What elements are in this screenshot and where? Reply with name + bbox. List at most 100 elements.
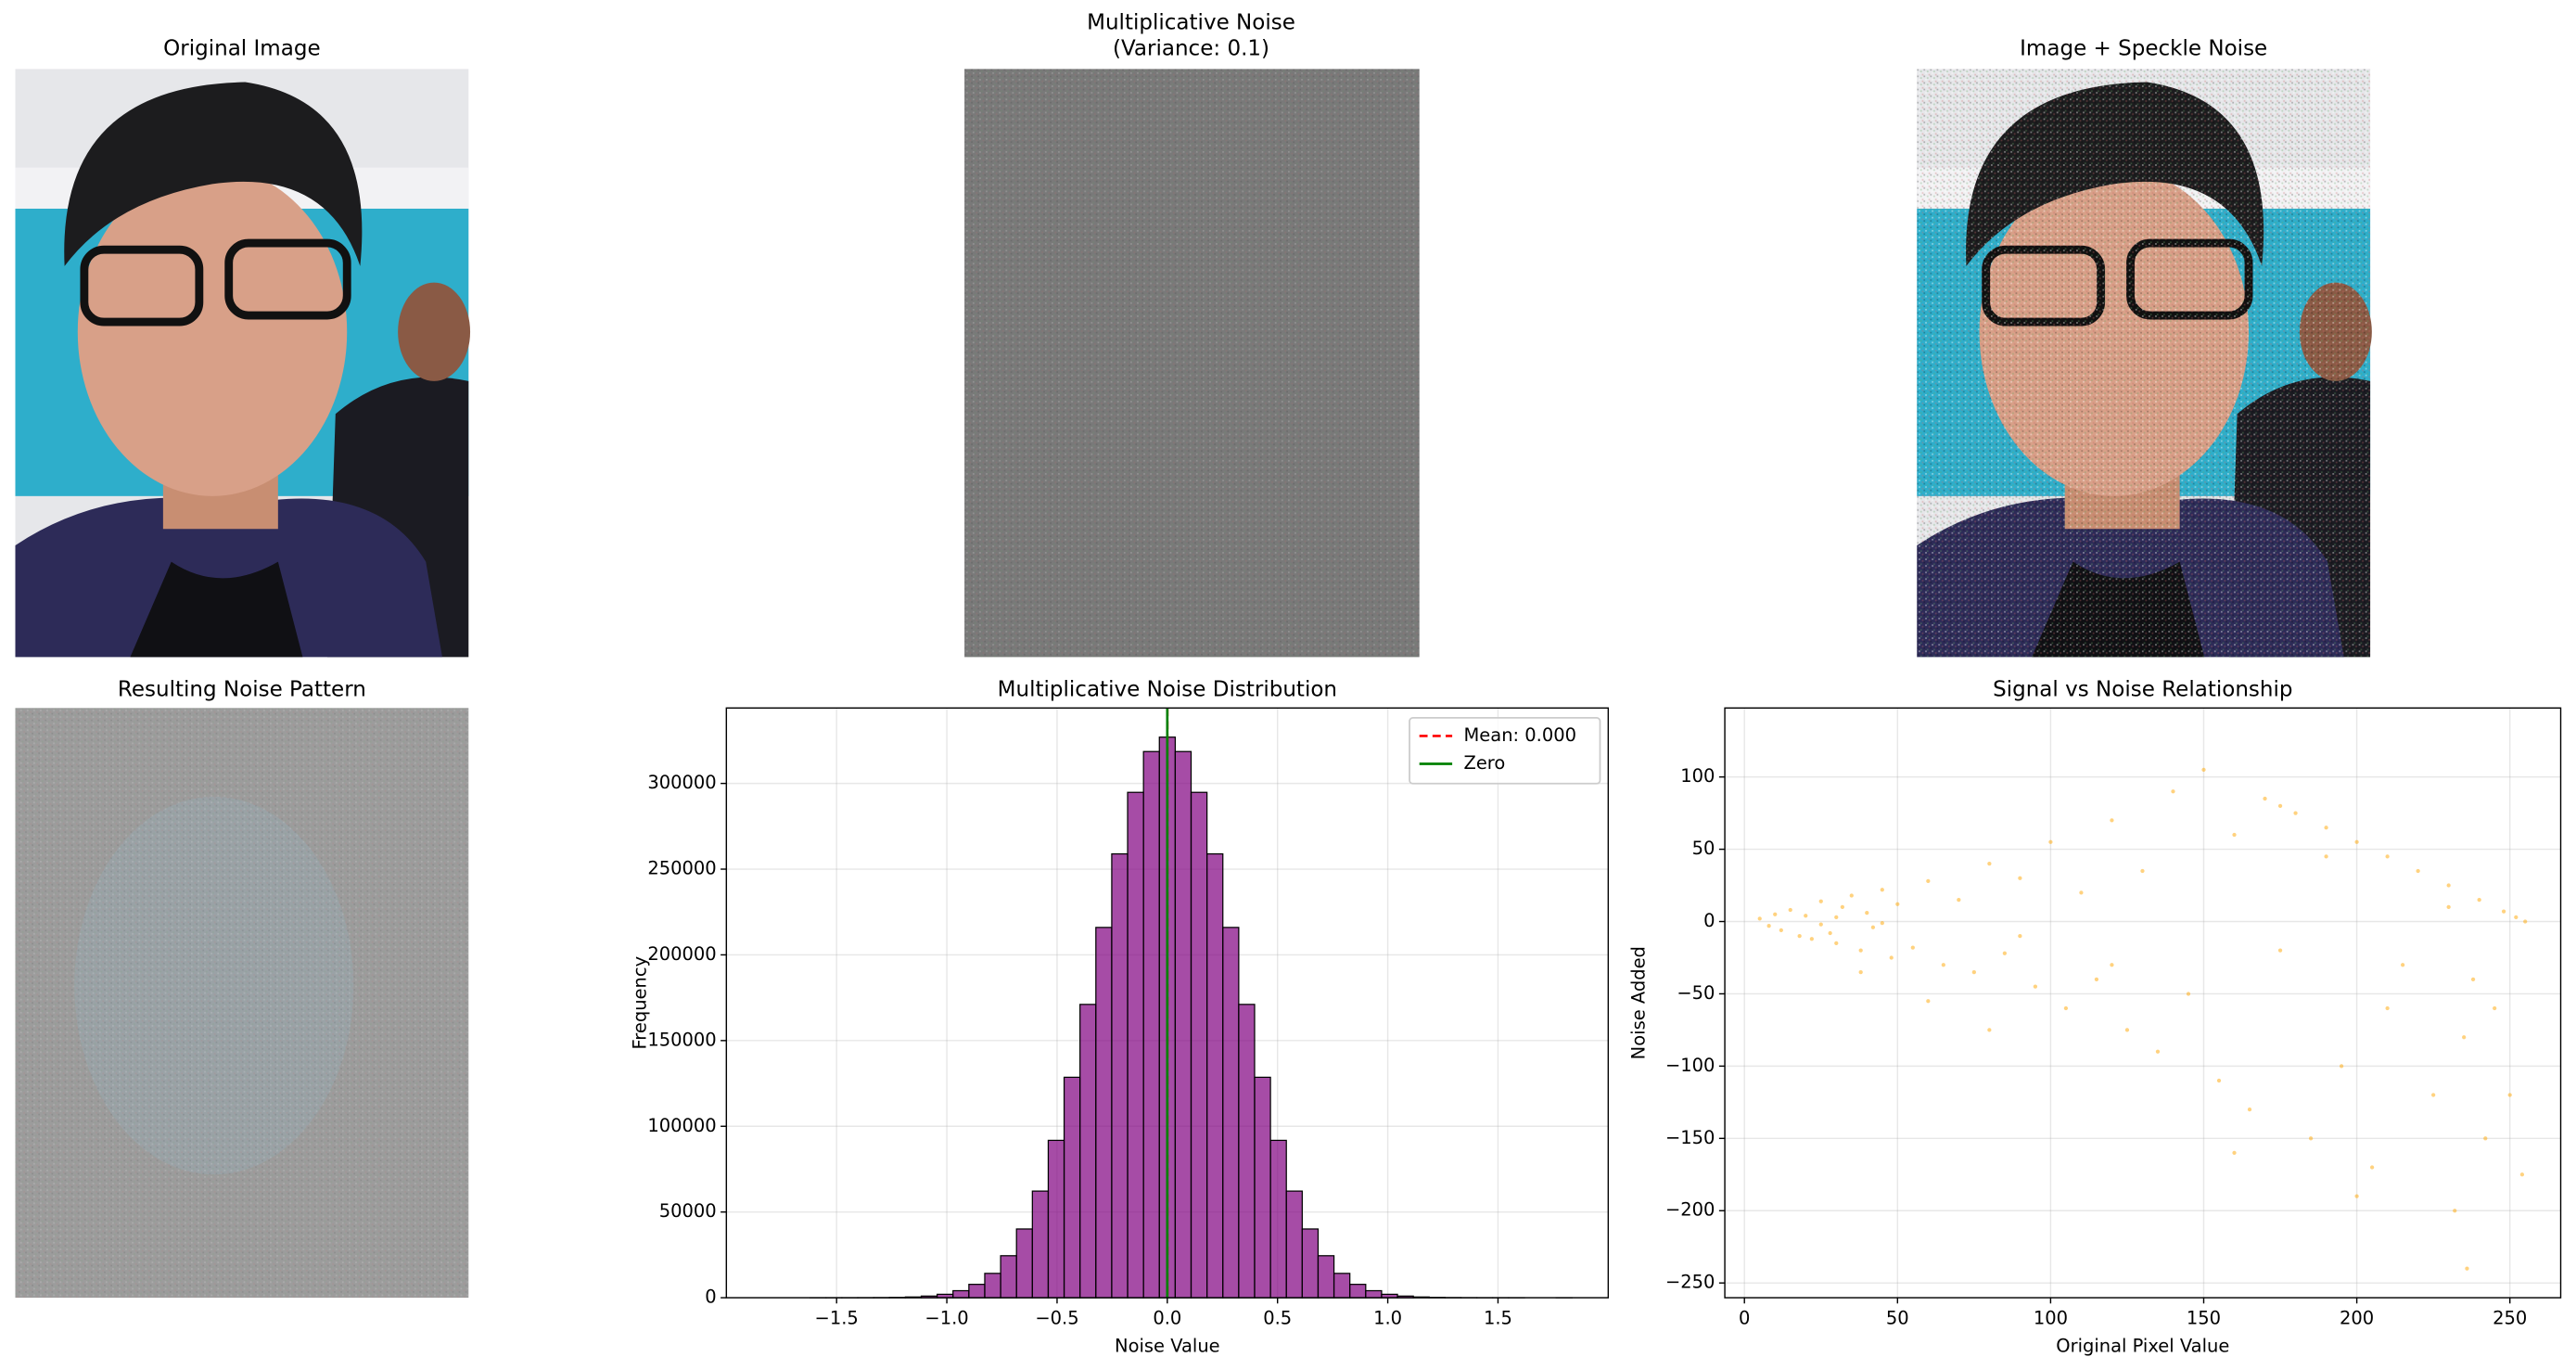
scatter-point <box>2263 796 2267 801</box>
scatter-point <box>1840 904 1845 910</box>
histogram-bar <box>1095 927 1113 1299</box>
scatter-point <box>2354 1194 2359 1198</box>
histogram-bar <box>1285 1190 1303 1299</box>
scatter-point <box>2483 1136 2488 1141</box>
histogram-bar <box>1269 1139 1287 1299</box>
histogram-bar <box>1333 1273 1351 1299</box>
scatter-point <box>1880 888 1884 892</box>
scatter-point <box>1818 922 1823 927</box>
original-image <box>15 69 470 657</box>
scatter-point <box>2018 933 2022 939</box>
scatter-point <box>2465 1266 2469 1271</box>
histogram-bar <box>1254 1076 1271 1299</box>
scatter-point <box>2124 1028 2130 1032</box>
scatter-point <box>2140 868 2145 874</box>
panel-title: Image + Speckle Noise <box>2020 37 2267 61</box>
scatter-point <box>2216 1078 2222 1083</box>
histogram-bar <box>1063 1076 1081 1299</box>
panel-title: Resulting Noise Pattern <box>118 677 366 701</box>
scatter-point <box>2232 1150 2237 1156</box>
scatter-point <box>1828 930 1832 936</box>
y-tick-label: 0 <box>705 1287 716 1308</box>
scatter-point <box>2324 826 2328 830</box>
histogram-bar <box>1365 1289 1383 1299</box>
scatter-point <box>1788 907 1792 913</box>
scatter-point <box>1834 915 1839 919</box>
x-tick-label: −1.0 <box>925 1308 968 1329</box>
scatter-point <box>2048 839 2053 844</box>
y-tick-label: 100 <box>1680 765 1715 787</box>
histogram-bar <box>1174 750 1192 1299</box>
scatter-point <box>2507 1093 2512 1097</box>
y-tick-label: 150000 <box>647 1029 716 1050</box>
y-tick-label: −250 <box>1665 1272 1715 1293</box>
scatter-point <box>2523 919 2528 924</box>
scatter-point <box>2110 818 2114 823</box>
axes-frame <box>1724 707 2562 1299</box>
scatter-point <box>2446 883 2451 888</box>
scatter-point <box>1797 933 1802 939</box>
scatter-point <box>2501 909 2506 914</box>
scatter-point <box>2369 1165 2375 1170</box>
scatter-point <box>2514 915 2519 919</box>
scatter-point <box>1957 898 1961 903</box>
y-tick-label: −200 <box>1665 1199 1715 1221</box>
panel-subtitle: (Variance: 0.1) <box>1113 37 1269 61</box>
legend-box <box>1409 717 1601 785</box>
scatter-point <box>2232 832 2237 838</box>
noise-texture <box>964 69 1420 658</box>
y-tick-label: 300000 <box>647 772 716 793</box>
y-tick-label: −150 <box>1665 1127 1715 1148</box>
scatter-point <box>1779 928 1783 932</box>
scatter-point <box>1804 914 1808 918</box>
scatter-point <box>2308 1136 2314 1141</box>
scatter-point <box>1895 902 1900 906</box>
scatter-point <box>1971 969 1976 975</box>
scatter-point <box>2063 1005 2069 1011</box>
y-axis-label: Noise Added <box>1627 946 1649 1059</box>
scatter-point <box>2470 977 2476 981</box>
x-axis-label: Noise Value <box>1115 1336 1220 1357</box>
panel-title: Original Image <box>163 37 320 61</box>
scatter-point <box>2462 1035 2467 1040</box>
scatter-point <box>2186 992 2191 996</box>
y-tick-label: 50 <box>1692 838 1715 859</box>
noise-pattern-texture <box>15 708 469 1299</box>
scatter-point <box>1880 920 1884 926</box>
scatter-point <box>2324 854 2328 859</box>
histogram-bar <box>1047 1139 1065 1299</box>
histogram-bar <box>1349 1284 1367 1299</box>
scatter-point <box>2094 977 2099 981</box>
x-tick-label: 1.0 <box>1373 1308 1402 1329</box>
scatter-point <box>1818 899 1823 903</box>
scatter-point <box>1987 862 1992 866</box>
x-tick-label: 0 <box>1739 1308 1750 1329</box>
scatter-point <box>1926 999 1931 1004</box>
histogram-bar <box>1190 791 1208 1299</box>
x-tick-label: 250 <box>2493 1308 2527 1329</box>
scatter-point <box>2431 1093 2436 1097</box>
scatter-point <box>2446 904 2451 910</box>
y-axis-label: Frequency <box>630 956 651 1050</box>
scatter-point <box>1858 969 1863 975</box>
histogram-bar <box>1127 791 1144 1299</box>
scatter-point <box>1773 912 1778 916</box>
scatter-point <box>1889 955 1894 960</box>
y-tick-label: −50 <box>1677 982 1715 1004</box>
scatter-point <box>2477 898 2481 903</box>
x-tick-label: −1.5 <box>815 1308 859 1329</box>
y-tick-label: 100000 <box>647 1115 716 1136</box>
x-tick-label: 0.5 <box>1263 1308 1292 1329</box>
scatter-point <box>2018 876 2022 880</box>
scatter-point <box>2293 811 2298 815</box>
histogram-bar <box>1222 927 1240 1299</box>
y-tick-label: 200000 <box>647 943 716 965</box>
scatter-point <box>2247 1108 2252 1112</box>
y-tick-label: 0 <box>1703 910 1715 931</box>
scatter-point <box>2277 948 2283 953</box>
scatter-point <box>1987 1028 1992 1032</box>
histogram-bar <box>1000 1255 1017 1299</box>
scatter-point <box>2385 854 2390 859</box>
scatter-point <box>2401 963 2405 967</box>
